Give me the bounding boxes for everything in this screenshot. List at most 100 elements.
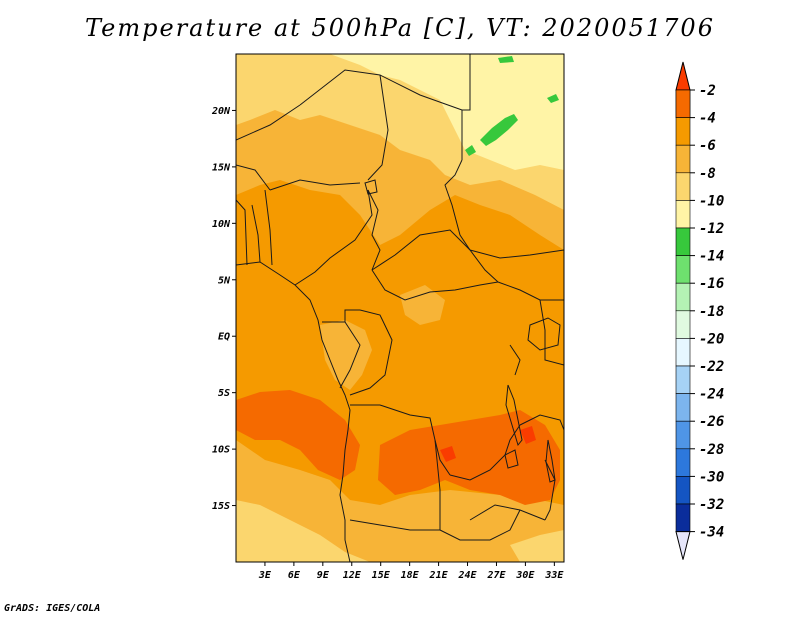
colorbar-swatch-6	[675, 255, 691, 284]
lat-tick-label: 15S	[212, 501, 230, 512]
border-namibia-botswana	[439, 509, 521, 541]
colorbar-swatch-14	[675, 476, 691, 505]
colorbar-swatch-13	[675, 448, 691, 477]
colorbar-swatch-2	[675, 144, 691, 174]
colorbar-swatch-9	[675, 338, 691, 367]
colorbar-label: -20	[699, 331, 724, 347]
colorbar-swatch-0	[675, 89, 691, 118]
border-rwanda-burundi	[509, 344, 521, 376]
border-algeria-niger	[236, 104, 301, 141]
lat-tick-label: 5S	[218, 388, 230, 399]
field-minus14-patch-3	[498, 56, 514, 63]
border-angola-zambia	[434, 439, 441, 530]
lake-tanganyika	[505, 384, 523, 447]
temperature-field	[236, 54, 564, 562]
lat-tick-label: 10S	[212, 445, 230, 456]
colorbar-label: -14	[699, 249, 724, 265]
colorbar-bottom-arrow	[675, 531, 691, 560]
border-cameroon-gabon	[322, 309, 360, 323]
lat-tick-label: 5N	[218, 275, 231, 286]
border-togo	[251, 204, 261, 263]
country-borders	[236, 54, 564, 562]
border-car	[371, 229, 499, 283]
colorbar-label: -32	[699, 497, 724, 513]
colorbar-swatch-3	[675, 172, 691, 201]
border-chad-sudan	[444, 159, 471, 251]
lat-tick-label: 10N	[212, 219, 231, 230]
colorbar-swatch-11	[675, 393, 691, 422]
field-minus12-northeast	[330, 54, 564, 170]
lon-tick-label: 6E	[288, 570, 301, 581]
colorbar-swatch-12	[675, 420, 691, 450]
colorbar-label: -30	[699, 469, 724, 485]
lat-tick-label: 20N	[211, 106, 231, 117]
border-libya-egypt-sudan	[461, 54, 471, 160]
lon-tick-label: 18E	[401, 570, 420, 581]
border-congo	[349, 309, 393, 396]
colorbar-swatch-15	[675, 503, 691, 532]
plot-frame	[235, 53, 565, 563]
lake-victoria	[527, 317, 561, 351]
colorbar-label: -26	[699, 414, 724, 430]
colorbar-label: -4	[699, 111, 716, 127]
colorbar: -2 -4 -6 -8 -10 -12 -14 -16 -18 -20 -22 -24 -26 -28 -3…	[675, 61, 724, 560]
latitude-axis: 20N 15N 10N 5N EQ 5S 10S 15S	[211, 106, 236, 512]
field-minus14-patch-2	[547, 94, 559, 103]
lon-tick-label: 3E	[258, 570, 272, 581]
lon-tick-label: 33E	[544, 570, 564, 581]
field-minus10-southwest	[236, 500, 370, 562]
lake-chad	[364, 179, 378, 195]
colorbar-swatch-7	[675, 282, 691, 312]
colorbar-label: -22	[699, 359, 724, 375]
border-cameroon-chad	[367, 189, 381, 271]
border-car-drc	[371, 269, 499, 301]
field-minus2-patch-1	[440, 446, 456, 462]
colorbar-swatch-5	[675, 227, 691, 256]
colorbar-swatch-8	[675, 310, 691, 339]
coastline-west	[236, 261, 351, 562]
colorbar-swatch-4	[675, 200, 691, 229]
border-angola-namibia	[349, 519, 440, 531]
colorbar-label: -10	[699, 193, 724, 209]
border-niger-libya	[299, 69, 381, 106]
border-tanzania	[519, 414, 564, 431]
lake-mweru	[504, 449, 519, 469]
border-chad-niger	[367, 74, 389, 181]
lon-tick-label: 9E	[317, 570, 330, 581]
field-minus10-southeast	[510, 530, 564, 562]
lon-tick-label: 15E	[372, 570, 391, 581]
colorbar-label: -6	[699, 138, 716, 154]
border-gabon-congo	[339, 321, 361, 389]
border-sudan-south-sudan	[469, 249, 564, 259]
colorbar-label: -34	[699, 525, 724, 541]
border-libya-chad	[379, 74, 463, 111]
colorbar-label: -18	[699, 304, 724, 320]
chart-title: Temperature at 500hPa [C], VT: 202005170…	[85, 14, 715, 42]
border-drc-zambia	[449, 424, 521, 481]
border-niger-nigeria	[269, 179, 361, 191]
colorbar-label: -16	[699, 276, 724, 292]
colorbar-label: -8	[699, 166, 716, 182]
field-minus2-patch-2	[520, 426, 536, 444]
field-minus8-south	[236, 440, 564, 562]
grads-credit: GrADS: IGES/COLA	[4, 603, 101, 614]
border-benin	[264, 189, 273, 266]
border-uganda-kenya	[539, 299, 564, 366]
lat-tick-label: EQ	[218, 332, 230, 343]
lat-tick-label: 15N	[212, 162, 231, 173]
field-minus4-angola-west	[236, 390, 360, 480]
colorbar-label: -2	[699, 83, 716, 99]
lon-tick-label: 27E	[486, 570, 506, 581]
colorbar-label: -12	[699, 221, 724, 237]
lon-tick-label: 12E	[343, 570, 362, 581]
field-minus14-patch-1	[480, 114, 518, 146]
lon-tick-label: 30E	[515, 570, 535, 581]
lon-tick-label: 21E	[429, 570, 449, 581]
colorbar-swatch-10	[675, 365, 691, 394]
colorbar-swatch-1	[675, 117, 691, 146]
colorbar-label: -28	[699, 442, 724, 458]
field-minus8-center	[400, 285, 445, 325]
colorbar-top-arrow	[675, 61, 691, 91]
border-drc-angola-north	[350, 404, 451, 476]
